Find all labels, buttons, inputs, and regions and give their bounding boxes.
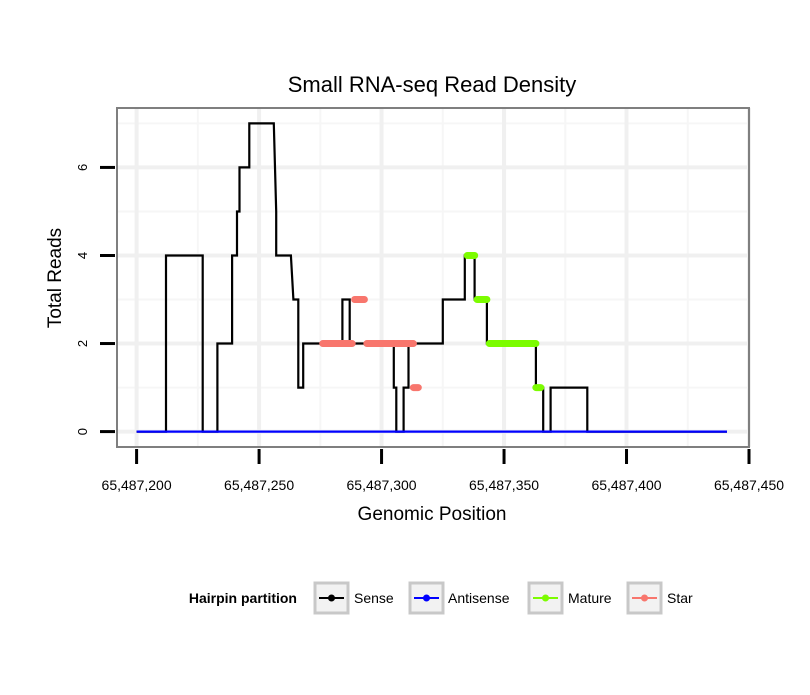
legend-key-dot [641, 594, 648, 602]
x-tick-label: 65,487,400 [591, 477, 661, 493]
legend-label-star: Star [667, 590, 693, 606]
y-axis-label: Total Reads [45, 228, 66, 328]
legend: Hairpin partition Sense Antisense Mature St… [189, 581, 693, 615]
legend-label-antisense: Antisense [448, 590, 510, 606]
legend-key-dot [423, 594, 430, 602]
x-tick-label: 65,487,200 [102, 477, 172, 493]
plot-border [116, 107, 750, 448]
grid-layer [117, 108, 751, 447]
x-tick-label: 65,487,350 [469, 477, 539, 493]
legend-label-sense: Sense [354, 590, 394, 606]
x-tick-label: 65,487,300 [347, 477, 417, 493]
legend-key-dot [542, 594, 549, 602]
legend-title: Hairpin partition [189, 590, 297, 606]
series-layer [136, 122, 727, 433]
y-tick-label: 0 [75, 428, 90, 435]
y-tick-label: 4 [75, 252, 90, 259]
x-tick-label: 65,487,450 [714, 477, 784, 493]
y-tick-label: 2 [75, 340, 90, 347]
y-tick-label: 6 [75, 164, 90, 171]
x-tick-label: 65,487,250 [224, 477, 294, 493]
x-axis-label: Genomic Position [358, 504, 507, 525]
legend-key-dot [328, 594, 335, 602]
axes-layer: 65,487,200 65,487,250 65,487,300 65,487,350… [75, 107, 784, 493]
plot-panel [117, 108, 749, 447]
legend-label-mature: Mature [568, 590, 612, 606]
chart-title: Small RNA-seq Read Density [288, 72, 577, 97]
